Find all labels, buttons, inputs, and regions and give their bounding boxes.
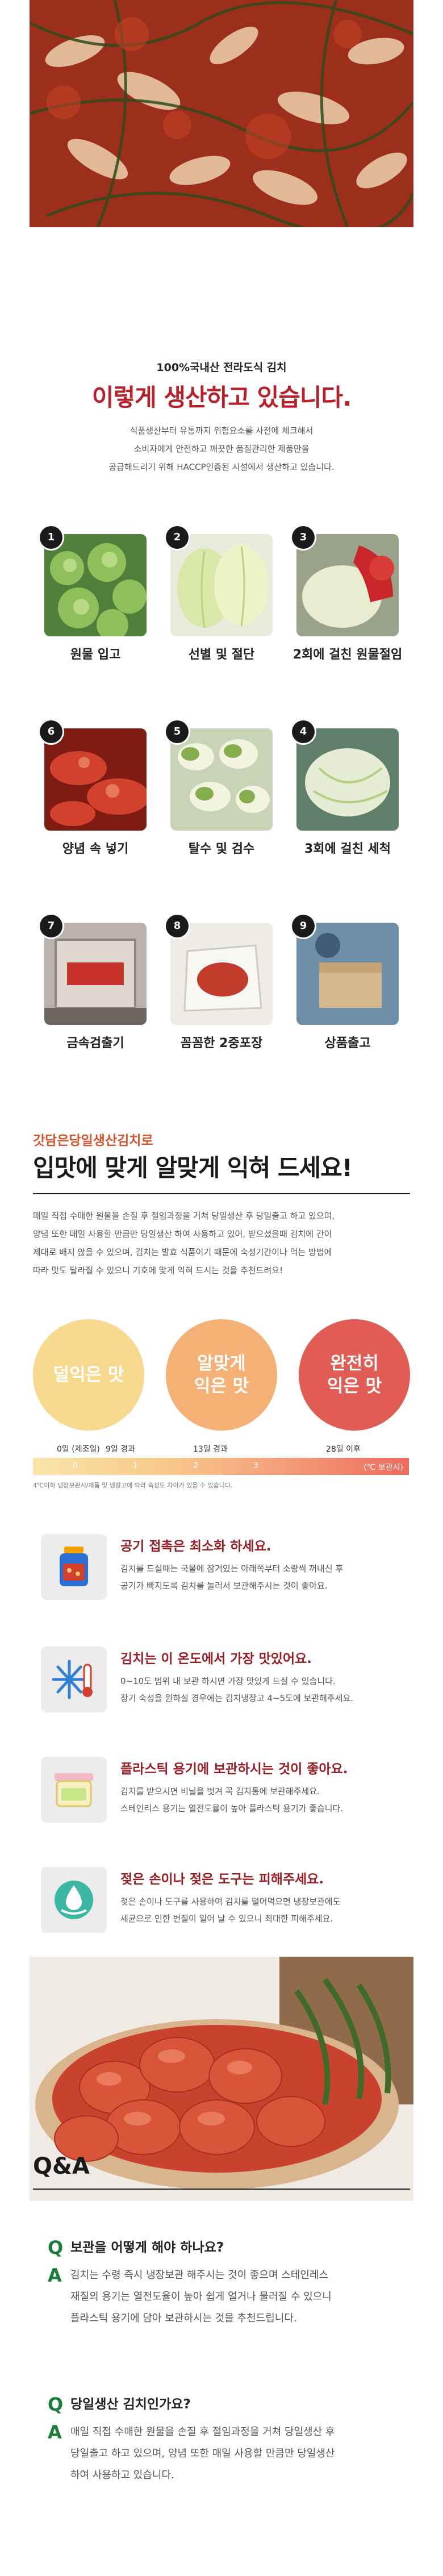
shipping-image xyxy=(296,923,399,1025)
ripening-gradient-bar: 0 1 2 3 (℃ 보관시) xyxy=(33,1458,409,1475)
qa-answer: A 김치는 수령 즉시 냉장보관 해주시는 것이 좋으며 스테인레스 재질의 용… xyxy=(48,2265,332,2324)
container-icon xyxy=(41,1757,107,1823)
section-description: 매일 직접 수매한 원물을 손질 후 절임과정을 거쳐 당일생산 후 당일출고 … xyxy=(33,1211,335,1276)
a-mark: A xyxy=(48,2421,62,2443)
timeline-label-day0: 0일 (제조일) xyxy=(57,1445,100,1454)
tip-title: 플라스틱 용기에 보관하시는 것이 좋아요. xyxy=(120,1762,348,1777)
process-step-7: 7 금속검출기 xyxy=(40,915,147,1052)
tip-text: 젖은 손이나 도구를 사용하여 김치를 덜어먹으면 냉장보관에도 세균으로 인한 … xyxy=(120,1896,341,1924)
qa-question: Q 당일생산 김치인가요? xyxy=(48,2394,191,2415)
qa-question: Q 보관을 어떻게 해야 하나요? xyxy=(48,2237,224,2258)
timeline-label-day28: 28일 이후 xyxy=(326,1445,361,1454)
process-step-5: 5 탈수 및 검수 xyxy=(166,720,273,858)
step-label: 탈수 및 검수 xyxy=(188,842,255,856)
q-mark: Q xyxy=(48,2394,64,2415)
step-number: 3 xyxy=(292,526,315,549)
lettuce-field-image xyxy=(44,534,147,636)
qa-answer: A 매일 직접 수매한 원물을 손질 후 절임과정을 거쳐 당일생산 후 당일출… xyxy=(48,2421,335,2481)
tip-wet-hands: 젖은 손이나 젖은 도구는 피해주세요. 젖은 손이나 도구를 사용하여 김치를… xyxy=(33,1861,410,1941)
bar-tick: 2 xyxy=(193,1461,198,1470)
qa-item-same-day: Q 당일생산 김치인가요? A 매일 직접 수매한 원물을 손질 후 절임과정을 … xyxy=(48,2395,406,2486)
step-label: 3회에 걸친 세척 xyxy=(304,842,391,856)
process-step-4: 4 3회에 걸친 세척 xyxy=(292,720,399,858)
tip-plastic-container: 플라스틱 용기에 보관하시는 것이 좋아요. 김치를 받으시면 비닐을 벗겨 꼭… xyxy=(33,1751,410,1831)
step-number: 6 xyxy=(40,720,62,743)
stage-ripe: 알맞게 익은 맛 xyxy=(166,1319,277,1431)
step-number: 5 xyxy=(166,720,189,743)
process-step-3: 3 2회에 걸친 원물절임 xyxy=(292,526,402,664)
tip-text: 0~10도 범위 내 보관 하시면 가장 맛있게 드실 수 있습니다. 장기 숙성… xyxy=(120,1676,354,1703)
qa-divider xyxy=(33,2189,410,2190)
seasoning-image xyxy=(44,728,147,831)
step-label: 꼼꼼한 2중포장 xyxy=(180,1036,263,1051)
process-step-9: 9 상품출고 xyxy=(292,915,399,1052)
step-label: 원물 입고 xyxy=(70,648,121,662)
washing-image xyxy=(296,728,399,831)
step-label: 양념 속 넣기 xyxy=(62,842,129,856)
hero-kimchi-photo xyxy=(30,0,413,227)
q-mark: Q xyxy=(48,2237,64,2258)
bar-tick: 0 xyxy=(73,1461,78,1470)
bar-tick: 3 xyxy=(253,1461,258,1470)
step-number: 4 xyxy=(292,720,315,743)
tip-temperature: 김치는 이 온도에서 가장 맛있어요. 0~10도 범위 내 보관 하시면 가장… xyxy=(33,1641,410,1720)
tip-text: 김치를 받으시면 비닐을 벗겨 꼭 김치통에 보관해주세요. 스테인리스 용기는 … xyxy=(120,1786,344,1814)
process-step-8: 8 꼼꼼한 2중포장 xyxy=(166,915,273,1052)
step-label: 2회에 걸친 원물절임 xyxy=(292,648,403,662)
timeline-label-day13: 13일 경과 xyxy=(193,1445,228,1454)
step-number: 7 xyxy=(40,915,62,937)
qa-item-storage: Q 보관을 어떻게 해야 하나요? A 김치는 수령 즉시 냉장보관 해주시는 것… xyxy=(48,2239,406,2329)
process-step-1: 1 원물 입고 xyxy=(40,526,147,664)
step-label: 선별 및 절단 xyxy=(188,648,255,662)
stage-unripe: 덜익은 맛 xyxy=(33,1319,144,1431)
a-mark: A xyxy=(48,2265,62,2286)
step-label: 상품출고 xyxy=(324,1036,371,1051)
process-step-6: 6 양념 속 넣기 xyxy=(40,720,147,858)
timeline-label-day9: 9일 경과 xyxy=(106,1445,135,1454)
packaging-image xyxy=(170,923,273,1025)
step-number: 9 xyxy=(292,915,315,937)
section-title: 입맛에 맞게 알맞게 익혀 드세요! xyxy=(33,1154,353,1182)
step-number: 8 xyxy=(166,915,189,937)
salting-image xyxy=(296,534,399,636)
bar-unit: (℃ 보관시) xyxy=(363,1463,403,1472)
divider xyxy=(33,1193,410,1194)
tip-title: 젖은 손이나 젖은 도구는 피해주세요. xyxy=(120,1872,324,1887)
storage-note: 4℃이하 냉장보관시/제품 및 냉장고에 따라 숙성도 차이가 있을 수 있습니… xyxy=(33,1482,233,1489)
tip-air-contact: 공기 접촉은 최소화 하세요. 김치를 드실때는 국물에 잠겨있는 아래쪽부터 … xyxy=(33,1528,410,1608)
step-number: 2 xyxy=(166,526,189,549)
kkakdugi-plate-photo xyxy=(30,1957,413,2201)
qa-title: Q&A xyxy=(33,2153,90,2179)
snowflake-thermometer-icon xyxy=(41,1647,107,1712)
dehydrating-image xyxy=(170,728,273,831)
tip-text: 김치를 드실때는 국물에 잠겨있는 아래쪽부터 소량씩 꺼내신 후 공기가 빠지도… xyxy=(120,1564,344,1591)
tip-title: 김치는 이 온도에서 가장 맛있어요. xyxy=(120,1652,312,1666)
intro-title: 이렇게 생산하고 있습니다. xyxy=(91,384,352,411)
tip-title: 공기 접촉은 최소화 하세요. xyxy=(120,1539,271,1554)
stage-fully-ripe: 완전히 익은 맛 xyxy=(299,1319,410,1431)
jar-icon xyxy=(41,1534,107,1600)
intro-subtitle: 100%국내산 전라도식 김치 xyxy=(156,361,287,374)
water-drop-hand-icon xyxy=(41,1867,107,1933)
step-label: 금속검출기 xyxy=(66,1036,124,1051)
section-tag: 갓담은당일생산김치로 xyxy=(33,1133,153,1148)
cabbage-image xyxy=(170,534,273,636)
process-step-2: 2 선별 및 절단 xyxy=(166,526,273,664)
bar-tick: 1 xyxy=(133,1461,138,1470)
intro-description: 식품생산부터 유통까지 위험요소를 사전에 체크해서 소비자에게 안전하고 깨끗… xyxy=(108,426,335,472)
metal-detector-image xyxy=(44,923,147,1025)
step-number: 1 xyxy=(40,526,62,549)
